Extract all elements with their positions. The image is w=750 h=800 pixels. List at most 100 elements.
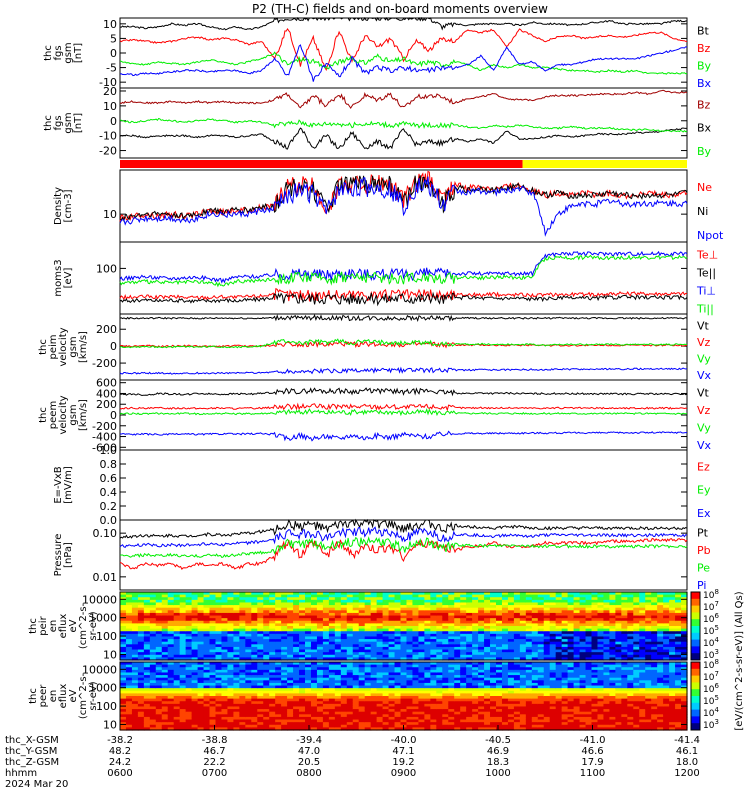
spectrogram-cell xyxy=(155,677,163,681)
spectrogram-cell xyxy=(633,706,640,710)
spectrogram-cell xyxy=(251,618,258,622)
spectrogram-cell xyxy=(203,714,211,718)
spectrogram-cell xyxy=(316,716,324,721)
spectrogram-cell xyxy=(472,664,479,668)
spectrogram-cell xyxy=(269,620,276,624)
spectrogram-cell xyxy=(490,685,497,689)
spectrogram-cell xyxy=(663,623,670,627)
spectrogram-cell xyxy=(293,602,300,606)
spectrogram-cell xyxy=(633,696,640,700)
spectrogram-cell xyxy=(328,664,336,668)
spectrogram-cell xyxy=(293,631,300,635)
spectrogram-cell xyxy=(137,706,145,710)
y-tick-label: -10 xyxy=(99,76,117,89)
spectrogram-cell xyxy=(322,620,330,624)
spectrogram-cell xyxy=(424,612,431,617)
spectrogram-cell xyxy=(227,631,234,635)
spectrogram-cell xyxy=(579,607,587,611)
spectrogram-cell xyxy=(454,597,461,601)
spectrogram-cell xyxy=(460,626,467,630)
spectrogram-cell xyxy=(346,654,354,658)
spectrogram-cell xyxy=(263,714,270,718)
spectrogram-cell xyxy=(418,703,425,708)
spectrogram-cell xyxy=(555,709,563,713)
spectrogram-cell xyxy=(185,618,193,622)
spectrogram-cell xyxy=(496,602,503,606)
spectrogram-cell xyxy=(287,698,294,702)
spectrogram-cell xyxy=(555,727,563,731)
spectrogram-cell xyxy=(251,667,258,671)
spectrogram-cell xyxy=(364,714,372,718)
spectrogram-cell xyxy=(334,709,342,713)
spectrogram-cell xyxy=(221,607,229,611)
spectrogram-cell xyxy=(406,701,414,705)
spectrogram-cell xyxy=(370,631,378,635)
spectrogram-cell xyxy=(567,675,575,679)
spectrogram-cell xyxy=(382,701,390,705)
spectrogram-cell xyxy=(239,690,246,694)
spectrogram-cell xyxy=(406,599,414,604)
spectrogram-cell xyxy=(293,672,300,676)
spectrogram-cell xyxy=(131,636,139,640)
spectrogram-cell xyxy=(322,701,330,705)
spectrogram-cell xyxy=(149,602,157,606)
spectrogram-cell xyxy=(501,672,509,676)
spectrogram-cell xyxy=(567,680,575,684)
spectrogram-cell xyxy=(346,620,354,624)
spectrogram-cell xyxy=(555,680,563,684)
spectrogram-cell xyxy=(197,628,205,632)
spectrogram-cell xyxy=(561,714,569,718)
spectrogram-cell xyxy=(143,636,151,640)
spectrogram-cell xyxy=(305,636,312,640)
spectrogram-cell xyxy=(484,690,491,694)
spectrogram-cell xyxy=(245,618,252,622)
spectrogram-cell xyxy=(275,636,282,640)
spectrogram-cell xyxy=(370,672,378,676)
spectrogram-cell xyxy=(173,620,181,624)
y-axis-label-line: thc xyxy=(38,339,49,355)
spectrogram-cell xyxy=(125,626,133,630)
spectrogram-cell xyxy=(340,626,348,630)
spectrogram-cell xyxy=(334,633,342,638)
spectrogram-cell xyxy=(400,703,408,708)
spectrogram-cell xyxy=(167,649,175,653)
spectrogram-cell xyxy=(585,690,593,694)
spectrogram-cell xyxy=(376,688,384,692)
spectrogram-cell xyxy=(352,636,360,640)
spectrogram-cell xyxy=(585,703,593,708)
spectrogram-cell xyxy=(215,682,223,687)
spectrogram-cell xyxy=(567,696,575,700)
spectrogram-cell xyxy=(460,649,467,653)
spectrogram-cell xyxy=(537,607,545,611)
spectrogram-cell xyxy=(215,709,223,713)
spectrogram-cell xyxy=(513,628,521,632)
spectrogram-cell xyxy=(472,639,479,643)
spectrogram-cell xyxy=(675,623,682,627)
spectrogram-cell xyxy=(245,605,252,609)
spectrogram-cell xyxy=(346,677,354,681)
spectrogram-cell xyxy=(394,696,402,700)
spectrogram-cell xyxy=(639,677,646,681)
spectrogram-cell xyxy=(675,607,682,611)
spectrogram-cell xyxy=(418,618,425,622)
spectrogram-cell xyxy=(400,714,408,718)
spectrogram-cell xyxy=(418,636,425,640)
spectrogram-cell xyxy=(525,714,533,718)
spectrogram-cell xyxy=(490,701,497,705)
spectrogram-cell xyxy=(448,641,455,645)
spectrogram-cell xyxy=(143,615,151,619)
spectrogram-cell xyxy=(478,669,485,674)
spectrogram-cell xyxy=(263,652,270,656)
spectrogram-cell xyxy=(388,597,396,601)
spectrogram-cell xyxy=(537,626,545,630)
y-axis-label-line: (cm^2-s- xyxy=(78,602,89,649)
y-axis-label-line: [mV/m] xyxy=(63,466,74,504)
spectrogram-cell xyxy=(197,594,205,598)
spectrogram-cell xyxy=(448,652,455,656)
spectrogram-cell xyxy=(125,680,133,684)
spectrogram-cell xyxy=(531,677,539,681)
spectrogram-cell xyxy=(507,602,515,606)
spectrogram-cell xyxy=(573,628,581,632)
spectrogram-cell xyxy=(639,709,646,713)
spectrogram-cell xyxy=(215,636,223,640)
